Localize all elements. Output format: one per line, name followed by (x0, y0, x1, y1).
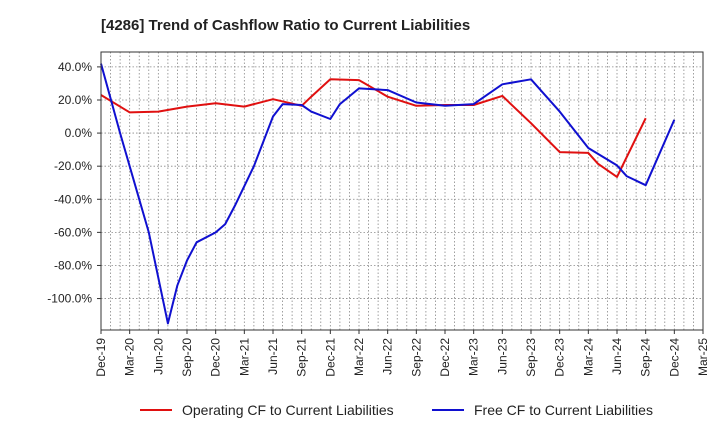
legend-label: Free CF to Current Liabilities (474, 402, 653, 418)
x-tick-label: Dec-19 (94, 338, 108, 377)
y-tick-label: -40.0% (54, 192, 92, 206)
legend-label: Operating CF to Current Liabilities (182, 402, 394, 418)
x-tick-label: Mar-23 (467, 338, 481, 376)
x-tick-label: Jun-21 (266, 338, 280, 375)
series-line-operating-cf (100, 78, 647, 178)
series-line-free-cf (100, 63, 676, 325)
y-tick-label: -100.0% (47, 292, 92, 306)
x-tick-label: Mar-21 (237, 338, 251, 376)
y-tick-label: -60.0% (54, 225, 92, 239)
y-axis-tick-labels: 40.0% 20.0% 0.0% -20.0% -40.0% -60.0% -80.0% -1… (47, 60, 101, 306)
series-lines (100, 63, 676, 325)
x-tick-label: Mar-24 (581, 338, 595, 376)
y-tick-label: -20.0% (54, 159, 92, 173)
grid (100, 52, 704, 330)
chart-title: [4286] Trend of Cashflow Ratio to Curren… (101, 17, 470, 34)
x-tick-label: Sep-22 (409, 338, 423, 377)
y-tick-label: 0.0% (65, 126, 93, 140)
x-tick-label: Sep-21 (295, 338, 309, 377)
x-tick-label: Sep-24 (639, 338, 653, 377)
x-tick-label: Mar-20 (123, 338, 137, 376)
x-tick-label: Sep-20 (180, 338, 194, 377)
x-tick-label: Jun-22 (381, 338, 395, 375)
x-tick-label: Jun-23 (495, 338, 509, 375)
x-tick-label: Jun-20 (151, 338, 165, 375)
x-tick-label: Mar-22 (352, 338, 366, 376)
x-tick-label: Dec-22 (438, 338, 452, 377)
plot-frame (100, 51, 704, 331)
x-tick-label: Dec-23 (553, 338, 567, 377)
y-tick-label: -80.0% (54, 258, 92, 272)
legend: Operating CF to Current Liabilities Free … (140, 402, 653, 418)
x-tick-label: Dec-24 (667, 338, 681, 377)
x-tick-label: Mar-25 (696, 338, 710, 376)
x-tick-label: Sep-23 (524, 338, 538, 377)
x-axis-tick-labels: Dec-19 Mar-20 Jun-20 Sep-20 Dec-20 Mar-21 Jun-… (94, 330, 710, 377)
y-tick-label: 20.0% (58, 93, 92, 107)
x-tick-label: Jun-24 (610, 338, 624, 375)
x-tick-label: Dec-20 (209, 338, 223, 377)
y-tick-label: 40.0% (58, 60, 92, 74)
x-tick-label: Dec-21 (323, 338, 337, 377)
